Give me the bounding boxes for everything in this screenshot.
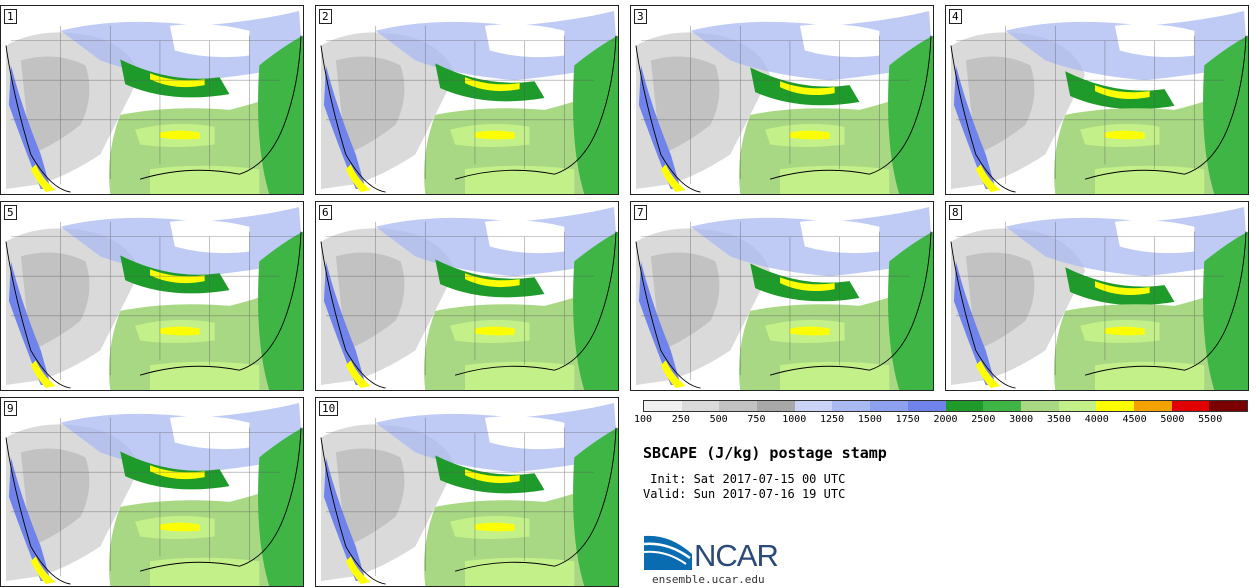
colorbar-tick-label: 100 (633, 414, 653, 425)
colorbar-tick-label: 1750 (895, 414, 920, 425)
colorbar-swatch (870, 401, 908, 411)
sbcape-map (631, 202, 933, 390)
colorbar-tick-label: 750 (747, 414, 766, 425)
ensemble-member-panel: 2 (315, 5, 619, 195)
ncar-logo-text: NCAR (694, 538, 779, 573)
member-number-label: 10 (319, 401, 339, 416)
colorbar-swatch (983, 401, 1021, 411)
sbcape-map (1, 398, 303, 586)
colorbar-swatch (757, 401, 795, 411)
sbcape-map (631, 6, 933, 194)
sbcape-map (1, 6, 303, 194)
colorbar-tick-label: 1500 (857, 414, 882, 425)
colorbar-swatch (719, 401, 758, 411)
member-number-label: 3 (634, 9, 647, 24)
member-number-label: 6 (319, 205, 332, 220)
colorbar-swatch (794, 401, 833, 411)
ensemble-member-panel: 10 (315, 397, 619, 587)
sbcape-map (316, 202, 618, 390)
colorbar-tick-label: 1250 (820, 414, 845, 425)
ensemble-member-panel: 4 (945, 5, 1249, 195)
colorbar-swatch (1209, 401, 1247, 411)
colorbar-labels: 100 250 500 750 1000 1250 1500 1750 2000 2500 3000… (633, 414, 1260, 428)
member-number-label: 8 (949, 205, 962, 220)
colorbar-tick-label: 3000 (1009, 414, 1034, 425)
colorbar-swatch (945, 401, 984, 411)
ensemble-member-panel: 5 (0, 201, 304, 391)
member-number-label: 2 (319, 9, 332, 24)
colorbar-swatch (907, 401, 946, 411)
chart-title: SBCAPE (J/kg) postage stamp (643, 444, 887, 462)
sbcape-map (316, 398, 618, 586)
colorbar-swatch (1058, 401, 1097, 411)
ensemble-member-panel: 7 (630, 201, 934, 391)
colorbar-tick-label: 4500 (1122, 414, 1147, 425)
ensemble-member-panel: 1 (0, 5, 304, 195)
init-time: Init: Sat 2017-07-15 00 UTC (643, 472, 846, 486)
sbcape-map (946, 202, 1248, 390)
valid-time: Valid: Sun 2017-07-16 19 UTC (643, 487, 846, 501)
colorbar-tick-label: 250 (671, 414, 690, 425)
colorbar-tick-label: 5500 (1198, 414, 1223, 425)
member-number-label: 4 (949, 9, 962, 24)
colorbar-swatch (681, 401, 720, 411)
colorbar-tick-label: 2500 (971, 414, 996, 425)
colorbar-swatch (1096, 401, 1134, 411)
colorbar-tick-label: 5000 (1160, 414, 1185, 425)
colorbar-tick-label: 2000 (933, 414, 958, 425)
member-number-label: 7 (634, 205, 647, 220)
colorbar-swatch (644, 401, 682, 411)
sbcape-map (1, 202, 303, 390)
sbcape-colorbar (643, 400, 1248, 412)
member-number-label: 9 (4, 401, 17, 416)
colorbar-swatch (1171, 401, 1210, 411)
ensemble-member-panel: 8 (945, 201, 1249, 391)
sbcape-map (316, 6, 618, 194)
colorbar-tick-label: 1000 (782, 414, 807, 425)
logo-url: ensemble.ucar.edu (652, 573, 765, 586)
ensemble-member-panel: 6 (315, 201, 619, 391)
member-number-label: 1 (4, 9, 17, 24)
colorbar-swatch (832, 401, 871, 411)
colorbar-swatch (1020, 401, 1059, 411)
ensemble-member-panel: 3 (630, 5, 934, 195)
colorbar-tick-label: 500 (709, 414, 728, 425)
ensemble-member-panel: 9 (0, 397, 304, 587)
sbcape-map (946, 6, 1248, 194)
colorbar-swatch (1133, 401, 1172, 411)
member-number-label: 5 (4, 205, 17, 220)
ncar-logo-icon (643, 535, 692, 570)
colorbar-tick-label: 3500 (1046, 414, 1071, 425)
colorbar-tick-label: 4000 (1084, 414, 1109, 425)
